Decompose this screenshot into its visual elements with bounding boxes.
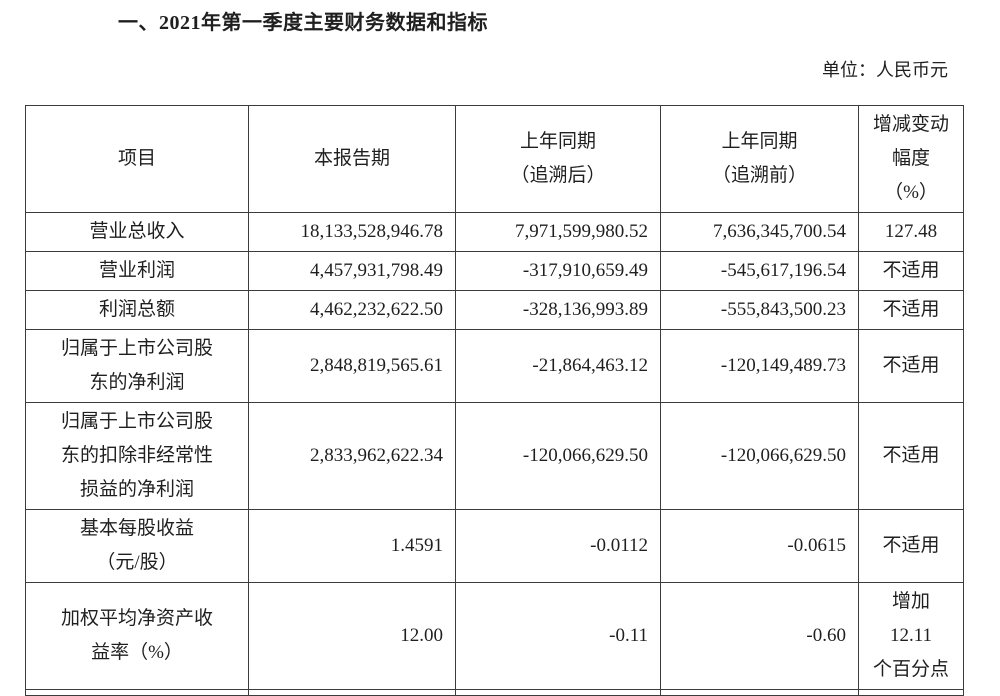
header-cell-current-period: 本报告期 xyxy=(248,105,456,213)
current-period-cell: 2,833,962,622.34 xyxy=(248,402,456,510)
partial-next-row xyxy=(25,689,964,696)
partial-cell xyxy=(660,689,859,696)
table-row: 利润总额 4,462,232,622.50 -328,136,993.89 -5… xyxy=(25,290,964,330)
prior-restated-cell: -120,066,629.50 xyxy=(455,402,661,510)
header-cell-prior-pre-restatement: 上年同期 （追溯前） xyxy=(660,105,859,213)
prior-restated-cell: -328,136,993.89 xyxy=(455,290,661,330)
partial-cell xyxy=(858,689,964,696)
partial-cell xyxy=(455,689,661,696)
table-row: 营业利润 4,457,931,798.49 -317,910,659.49 -5… xyxy=(25,251,964,291)
table-header-row: 项目 本报告期 上年同期 （追溯后） 上年同期 （追溯前） 增减变动 幅度（%） xyxy=(25,105,964,213)
prior-pre-restatement-cell: 7,636,345,700.54 xyxy=(660,212,859,252)
row-label-cell: 基本每股收益 （元/股） xyxy=(25,509,249,583)
table-row: 归属于上市公司股 东的扣除非经常性 损益的净利润 2,833,962,622.3… xyxy=(25,402,964,510)
prior-pre-restatement-cell: -555,843,500.23 xyxy=(660,290,859,330)
row-label-cell: 归属于上市公司股 东的扣除非经常性 损益的净利润 xyxy=(25,402,249,510)
change-cell: 不适用 xyxy=(858,329,964,403)
table-row: 归属于上市公司股 东的净利润 2,848,819,565.61 -21,864,… xyxy=(25,329,964,403)
header-cell-prior-restated: 上年同期 （追溯后） xyxy=(455,105,661,213)
current-period-cell: 18,133,528,946.78 xyxy=(248,212,456,252)
prior-pre-restatement-cell: -120,066,629.50 xyxy=(660,402,859,510)
current-period-cell: 4,462,232,622.50 xyxy=(248,290,456,330)
prior-restated-cell: -317,910,659.49 xyxy=(455,251,661,291)
prior-pre-restatement-cell: -0.0615 xyxy=(660,509,859,583)
table-row: 营业总收入 18,133,528,946.78 7,971,599,980.52… xyxy=(25,212,964,252)
change-cell: 不适用 xyxy=(858,251,964,291)
partial-cell xyxy=(248,689,456,696)
prior-restated-cell: -0.0112 xyxy=(455,509,661,583)
prior-restated-cell: 7,971,599,980.52 xyxy=(455,212,661,252)
change-cell: 不适用 xyxy=(858,290,964,330)
row-label-cell: 归属于上市公司股 东的净利润 xyxy=(25,329,249,403)
change-cell: 增加 12.11 个百分点 xyxy=(858,582,964,690)
header-cell-change-pct: 增减变动 幅度（%） xyxy=(858,105,964,213)
prior-pre-restatement-cell: -0.60 xyxy=(660,582,859,690)
change-cell: 不适用 xyxy=(858,509,964,583)
unit-note: 单位：人民币元 xyxy=(822,60,948,80)
current-period-cell: 12.00 xyxy=(248,582,456,690)
header-cell-item: 项目 xyxy=(25,105,249,213)
row-label-cell: 利润总额 xyxy=(25,290,249,330)
current-period-cell: 4,457,931,798.49 xyxy=(248,251,456,291)
change-cell: 127.48 xyxy=(858,212,964,252)
prior-pre-restatement-cell: -120,149,489.73 xyxy=(660,329,859,403)
prior-restated-cell: -21,864,463.12 xyxy=(455,329,661,403)
row-label-cell: 营业利润 xyxy=(25,251,249,291)
table-row: 加权平均净资产收 益率（%） 12.00 -0.11 -0.60 增加 12.1… xyxy=(25,582,964,690)
financial-table: 项目 本报告期 上年同期 （追溯后） 上年同期 （追溯前） 增减变动 幅度（%）… xyxy=(25,105,964,696)
current-period-cell: 1.4591 xyxy=(248,509,456,583)
prior-pre-restatement-cell: -545,617,196.54 xyxy=(660,251,859,291)
page-title: 一、2021年第一季度主要财务数据和指标 xyxy=(118,12,488,34)
change-cell: 不适用 xyxy=(858,402,964,510)
prior-restated-cell: -0.11 xyxy=(455,582,661,690)
current-period-cell: 2,848,819,565.61 xyxy=(248,329,456,403)
table-row: 基本每股收益 （元/股） 1.4591 -0.0112 -0.0615 不适用 xyxy=(25,509,964,583)
row-label-cell: 加权平均净资产收 益率（%） xyxy=(25,582,249,690)
row-label-cell: 营业总收入 xyxy=(25,212,249,252)
partial-cell xyxy=(25,689,249,696)
